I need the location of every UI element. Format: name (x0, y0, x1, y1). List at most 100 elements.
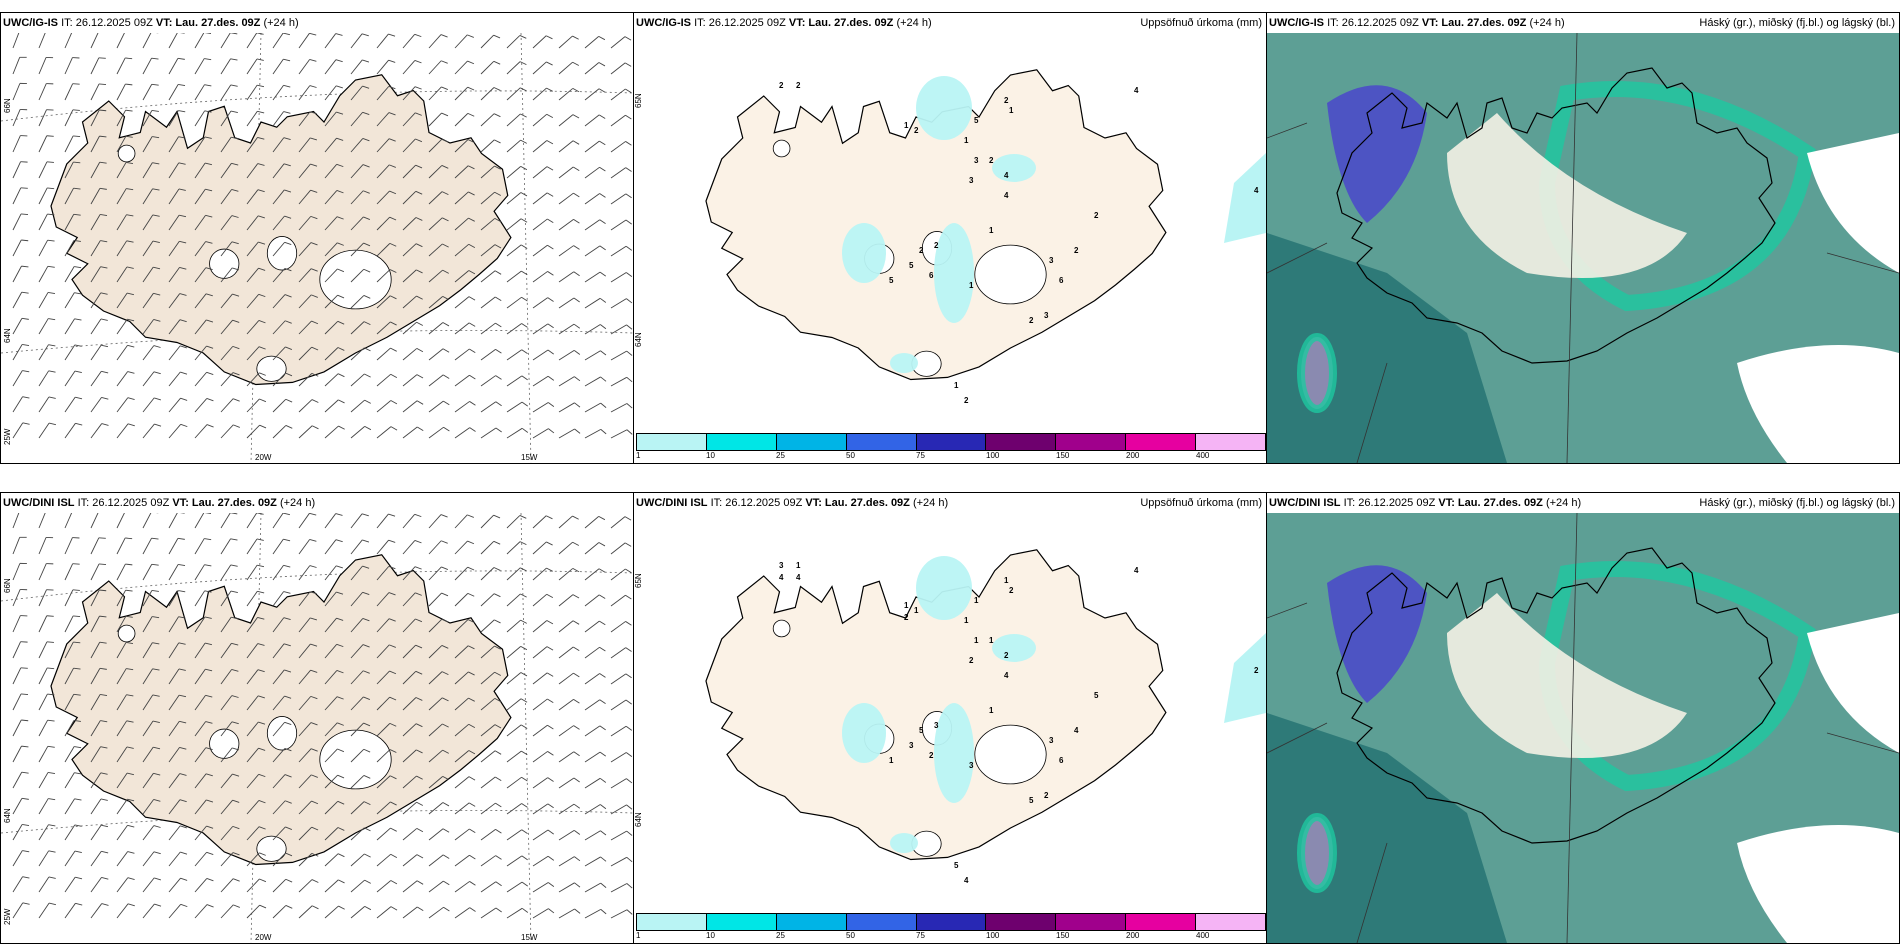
precip-amount-label: 5 (1029, 796, 1034, 805)
colorbar-swatch (986, 434, 1057, 450)
precip-amount-label: 2 (919, 246, 924, 255)
lon-label-edge: 25W (3, 908, 12, 925)
precip-amount-label: 1 (964, 136, 969, 145)
precip-amount-label: 4 (1134, 86, 1139, 95)
precip-amount-label: 3 (1044, 311, 1049, 320)
lat-label: 64N (634, 332, 643, 347)
colorbar-swatch (1056, 914, 1127, 930)
precip-panel-bottom: UWC/DINI ISL IT: 26.12.2025 09Z VT: Lau.… (633, 492, 1267, 944)
wind-barb-map (1, 33, 633, 463)
precip-amount-label: 5 (1094, 691, 1099, 700)
cloud-panel-top: UWC/IG-IS IT: 26.12.2025 09Z VT: Lau. 27… (1266, 12, 1900, 464)
precip-amount-label: 6 (929, 271, 934, 280)
precip-amount-label: 1 (969, 281, 974, 290)
lat-label: 66N (3, 578, 12, 593)
precip-amount-label: 3 (974, 156, 979, 165)
precip-amount-label: 5 (919, 726, 924, 735)
precip-amount-label: 4 (1254, 186, 1259, 195)
precip-amount-label: 2 (914, 126, 919, 135)
precip-amount-label: 1 (889, 756, 894, 765)
precip-amount-label: 2 (904, 613, 909, 622)
colorbar-tick-label: 150 (1056, 451, 1070, 460)
colorbar-swatch (776, 434, 847, 450)
colorbar-swatch (776, 914, 847, 930)
precip-amount-label: 1 (989, 226, 994, 235)
lon-label: 20W (255, 453, 272, 462)
precip-amount-label: 5 (909, 261, 914, 270)
colorbar-tick-label: 50 (846, 931, 855, 940)
precip-amount-label: 3 (779, 561, 784, 570)
precip-amount-label: 2 (964, 396, 969, 405)
wind-panel-top: UWC/IG-IS IT: 26.12.2025 09Z VT: Lau. 27… (0, 12, 634, 464)
lon-label: 15W (521, 933, 538, 942)
precip-amount-label: 6 (1059, 756, 1064, 765)
colorbar-tick-label: 100 (986, 451, 1000, 460)
precip-amount-label: 1 (904, 121, 909, 130)
colorbar-tick-label: 200 (1126, 451, 1140, 460)
precip-amount-label: 4 (779, 573, 784, 582)
colorbar-swatch (1126, 914, 1197, 930)
colorbar-swatch (846, 914, 917, 930)
precip-amount-label: 1 (904, 601, 909, 610)
precip-amount-label: 3 (934, 721, 939, 730)
precip-colorbar (636, 433, 1266, 451)
lat-label: 64N (634, 812, 643, 827)
colorbar-swatch (846, 434, 917, 450)
precip-amount-label: 3 (969, 176, 974, 185)
colorbar-swatch (1196, 434, 1266, 450)
lat-label: 64N (3, 328, 12, 343)
precip-amount-label: 5 (954, 861, 959, 870)
colorbar-swatch (706, 434, 777, 450)
precip-map: 3111112111224553321313652454224442 (705, 549, 1266, 885)
lat-label: 65N (634, 93, 643, 108)
precip-amount-label: 2 (1029, 316, 1034, 325)
precip-amount-label: 2 (934, 241, 939, 250)
colorbar-tick-label: 10 (706, 451, 715, 460)
colorbar-tick-label: 100 (986, 931, 1000, 940)
precip-map: 2212521132344222565113623214432 (705, 69, 1266, 405)
precip-amount-label: 2 (1004, 96, 1009, 105)
precip-amount-label: 1 (974, 596, 979, 605)
colorbar-tick-label: 75 (916, 931, 925, 940)
precip-amount-label: 1 (796, 561, 801, 570)
precip-amount-label: 1 (964, 616, 969, 625)
colorbar-tick-label: 1 (636, 931, 641, 940)
panel-right-title: Háský (gr.), miðský (fj.bl.) og lágský (… (1699, 17, 1895, 29)
colorbar-tick-label: 25 (776, 451, 785, 460)
colorbar-tick-label: 400 (1196, 931, 1210, 940)
precip-amount-label: 3 (1049, 256, 1054, 265)
precip-amount-label: 6 (1059, 276, 1064, 285)
cloud-map (1267, 33, 1899, 463)
colorbar-swatch (986, 914, 1057, 930)
precip-amount-label: 1 (989, 636, 994, 645)
lat-label: 66N (3, 98, 12, 113)
lon-label: 20W (255, 933, 272, 942)
colorbar-swatch (706, 914, 777, 930)
precip-amount-label: 2 (989, 156, 994, 165)
precip-amount-label: 1 (974, 636, 979, 645)
precip-amount-label: 2 (796, 81, 801, 90)
lon-label-edge: 25W (3, 428, 12, 445)
precip-amount-label: 3 (1049, 736, 1054, 745)
precip-colorbar (636, 913, 1266, 931)
panel-right-title: Háský (gr.), miðský (fj.bl.) og lágský (… (1699, 497, 1895, 509)
colorbar-swatch (1196, 914, 1266, 930)
colorbar-tick-label: 75 (916, 451, 925, 460)
precip-amount-label: 2 (1254, 666, 1259, 675)
panel-title: UWC/DINI ISL IT: 26.12.2025 09Z VT: Lau.… (3, 497, 316, 509)
colorbar-tick-label: 150 (1056, 931, 1070, 940)
precip-amount-label: 1 (1004, 576, 1009, 585)
precip-amount-label: 1 (1009, 106, 1014, 115)
panel-title: UWC/DINI ISL IT: 26.12.2025 09Z VT: Lau.… (636, 493, 1262, 513)
panel-title: UWC/IG-IS IT: 26.12.2025 09Z VT: Lau. 27… (3, 17, 299, 29)
wind-panel-bottom: UWC/DINI ISL IT: 26.12.2025 09Z VT: Lau.… (0, 492, 634, 944)
precip-amount-label: 2 (1074, 246, 1079, 255)
colorbar-tick-label: 50 (846, 451, 855, 460)
colorbar-tick-label: 25 (776, 931, 785, 940)
panel-title: UWC/IG-IS IT: 26.12.2025 09Z VT: Lau. 27… (1269, 13, 1895, 33)
precip-amount-label: 4 (1134, 566, 1139, 575)
colorbar-swatch (1056, 434, 1127, 450)
lat-label: 64N (3, 808, 12, 823)
cloud-panel-bottom: UWC/DINI ISL IT: 26.12.2025 09Z VT: Lau.… (1266, 492, 1900, 944)
precip-amount-label: 5 (889, 276, 894, 285)
